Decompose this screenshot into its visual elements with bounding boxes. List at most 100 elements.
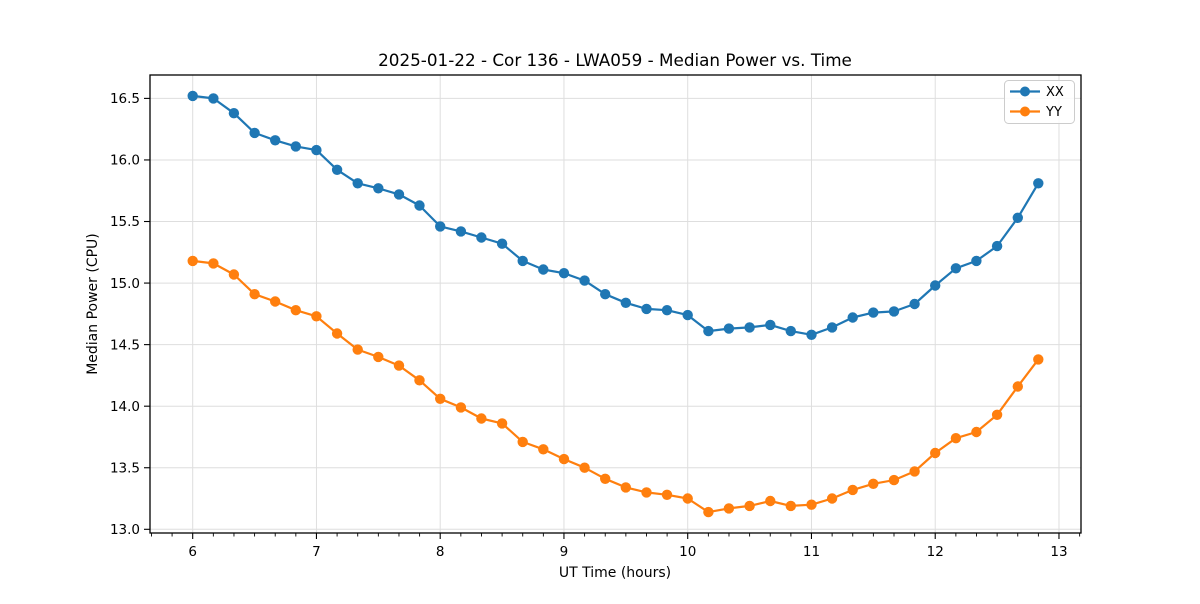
data-point-yy <box>496 418 508 429</box>
data-point-yy <box>600 473 611 484</box>
data-point-xx <box>270 135 281 146</box>
data-point-yy <box>187 255 198 267</box>
data-point-xx <box>641 303 652 315</box>
legend-label-yy: YY <box>1045 105 1062 120</box>
data-point-xx <box>682 309 693 321</box>
data-point-xx <box>352 178 363 189</box>
data-point-xx <box>517 255 528 267</box>
data-point-yy <box>682 493 693 504</box>
data-point-xx <box>455 226 467 237</box>
data-point-xx <box>311 144 322 156</box>
data-point-xx <box>558 268 570 279</box>
plot-border <box>149 74 1082 534</box>
data-point-yy <box>847 484 858 496</box>
x-tick-label: 7 <box>312 544 321 560</box>
y-tick-label: 16.5 <box>110 91 140 107</box>
legend-box <box>1004 80 1075 124</box>
data-point-xx <box>661 305 673 316</box>
y-tick-label: 13.5 <box>110 460 140 476</box>
data-point-yy <box>661 489 673 500</box>
data-point-yy <box>1012 381 1023 392</box>
data-point-yy <box>620 482 631 493</box>
data-point-yy <box>208 258 219 269</box>
legend-marker-yy <box>1020 106 1030 117</box>
data-point-yy <box>826 493 838 504</box>
data-point-yy <box>414 375 425 386</box>
data-point-yy <box>228 269 240 280</box>
data-point-yy <box>393 360 405 371</box>
y-tick-label: 16.0 <box>110 153 140 169</box>
data-point-yy <box>352 344 363 355</box>
data-point-xx <box>228 108 240 119</box>
data-point-xx <box>290 141 301 152</box>
data-point-xx <box>888 306 900 317</box>
data-point-yy <box>373 351 384 363</box>
data-point-xx <box>868 307 879 318</box>
x-tick-label: 10 <box>679 544 696 560</box>
data-point-xx <box>435 221 446 232</box>
data-point-xx <box>187 90 198 102</box>
data-point-xx <box>723 323 735 334</box>
series-line-xx <box>192 94 1040 336</box>
data-point-xx <box>620 297 631 308</box>
data-point-yy <box>435 393 446 404</box>
data-point-xx <box>331 164 343 175</box>
data-point-xx <box>971 255 982 267</box>
legend-label-xx: XX <box>1046 85 1064 100</box>
data-point-yy <box>723 503 735 514</box>
data-point-xx <box>373 183 384 194</box>
data-point-xx <box>991 240 1003 252</box>
data-point-yy <box>765 495 776 507</box>
y-tick-label: 14.5 <box>110 337 140 353</box>
data-point-yy <box>331 328 343 339</box>
data-point-xx <box>579 275 590 286</box>
y-tick-label: 14.0 <box>110 399 140 415</box>
data-point-yy <box>806 499 817 510</box>
data-point-yy <box>888 474 900 486</box>
data-point-xx <box>208 93 219 104</box>
data-point-yy <box>930 447 941 459</box>
data-point-yy <box>455 402 467 413</box>
data-point-yy <box>641 487 652 498</box>
data-point-yy <box>971 426 982 438</box>
data-point-yy <box>290 305 301 316</box>
x-tick-label: 12 <box>927 544 944 560</box>
data-point-yy <box>311 311 322 322</box>
data-point-yy <box>476 413 487 424</box>
data-point-xx <box>909 298 920 310</box>
data-point-xx <box>826 322 838 333</box>
data-point-yy <box>270 296 281 307</box>
y-axis-label: Median Power (CPU) <box>85 233 101 375</box>
data-point-yy <box>517 436 528 448</box>
x-tick-label: 6 <box>188 544 197 560</box>
data-point-xx <box>744 322 755 333</box>
x-axis-label: UT Time (hours) <box>559 565 671 581</box>
x-tick-label: 13 <box>1050 544 1067 560</box>
legend: XX YY <box>1004 80 1075 124</box>
data-point-yy <box>249 289 260 300</box>
data-point-xx <box>249 127 260 139</box>
data-point-yy <box>868 478 879 489</box>
data-point-xx <box>703 325 714 337</box>
data-point-xx <box>785 325 796 337</box>
data-point-xx <box>476 232 487 243</box>
chart-title: 2025-01-22 - Cor 136 - LWA059 - Median P… <box>378 50 852 70</box>
data-point-yy <box>744 500 755 512</box>
data-point-xx <box>1012 212 1023 223</box>
data-point-xx <box>538 264 549 275</box>
data-point-yy <box>703 506 714 518</box>
data-point-xx <box>496 238 508 249</box>
data-point-xx <box>765 319 776 331</box>
legend-marker-xx <box>1020 86 1030 97</box>
data-point-xx <box>847 312 858 323</box>
data-point-yy <box>991 409 1003 420</box>
data-point-xx <box>950 263 962 274</box>
plot-area: 6 7 8 9 10 11 12 13 13.0 13.5 14.0 14.5 15.0 15.5 16.0… <box>110 74 1082 560</box>
data-point-xx <box>414 200 425 211</box>
x-tick-label: 8 <box>436 544 445 560</box>
y-tick-label: 15.0 <box>110 276 140 292</box>
data-point-xx <box>600 289 611 300</box>
data-point-yy <box>1033 354 1044 365</box>
data-point-yy <box>538 444 549 455</box>
